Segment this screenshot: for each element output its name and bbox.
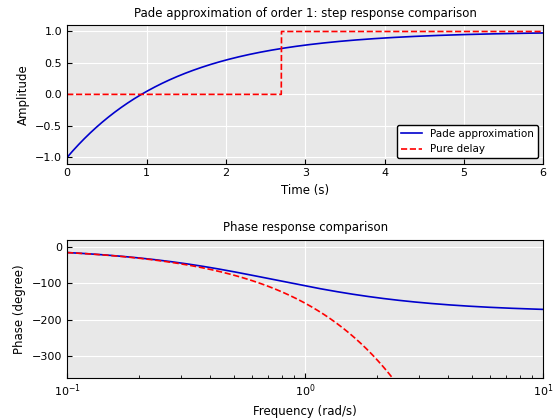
Pade approximation xyxy=(526,31,533,36)
Pade approximation xyxy=(295,282,302,287)
X-axis label: Frequency (rad/s): Frequency (rad/s) xyxy=(253,405,357,418)
Pure delay xyxy=(526,29,533,34)
Pade approximation xyxy=(283,45,290,50)
X-axis label: Time (s): Time (s) xyxy=(281,184,329,197)
Pade approximation xyxy=(295,43,302,48)
Pure delay xyxy=(283,291,290,296)
Line: Pade approximation: Pade approximation xyxy=(67,33,543,157)
Pure delay xyxy=(296,29,302,34)
Line: Pure delay: Pure delay xyxy=(67,32,543,94)
Pade approximation xyxy=(540,30,547,35)
Pure delay xyxy=(540,29,547,34)
Pade approximation xyxy=(88,252,95,257)
Pure delay xyxy=(64,92,71,97)
Pade approximation xyxy=(438,33,445,38)
Pade approximation xyxy=(283,280,290,285)
Line: Pade approximation: Pade approximation xyxy=(67,252,543,310)
Pade approximation xyxy=(64,250,71,255)
Pade approximation xyxy=(526,307,533,312)
Y-axis label: Phase (degree): Phase (degree) xyxy=(13,264,26,354)
Pure delay xyxy=(439,29,446,34)
Title: Pade approximation of order 1: step response comparison: Pade approximation of order 1: step resp… xyxy=(134,7,477,20)
Pure delay xyxy=(278,29,285,34)
Pade approximation xyxy=(526,31,533,36)
Pade approximation xyxy=(526,307,533,312)
Pure delay xyxy=(88,92,95,97)
Pade approximation xyxy=(540,307,547,312)
Pure delay xyxy=(88,252,95,257)
Pade approximation xyxy=(64,155,71,160)
Line: Pure delay: Pure delay xyxy=(67,252,543,420)
Pure delay xyxy=(283,29,290,34)
Pade approximation xyxy=(438,302,445,307)
Legend: Pade approximation, Pure delay: Pade approximation, Pure delay xyxy=(396,125,538,158)
Pure delay xyxy=(526,29,533,34)
Pure delay xyxy=(64,250,71,255)
Pade approximation xyxy=(88,129,95,134)
Pure delay xyxy=(295,297,302,302)
Y-axis label: Amplitude: Amplitude xyxy=(17,64,30,125)
Title: Phase response comparison: Phase response comparison xyxy=(223,221,388,234)
